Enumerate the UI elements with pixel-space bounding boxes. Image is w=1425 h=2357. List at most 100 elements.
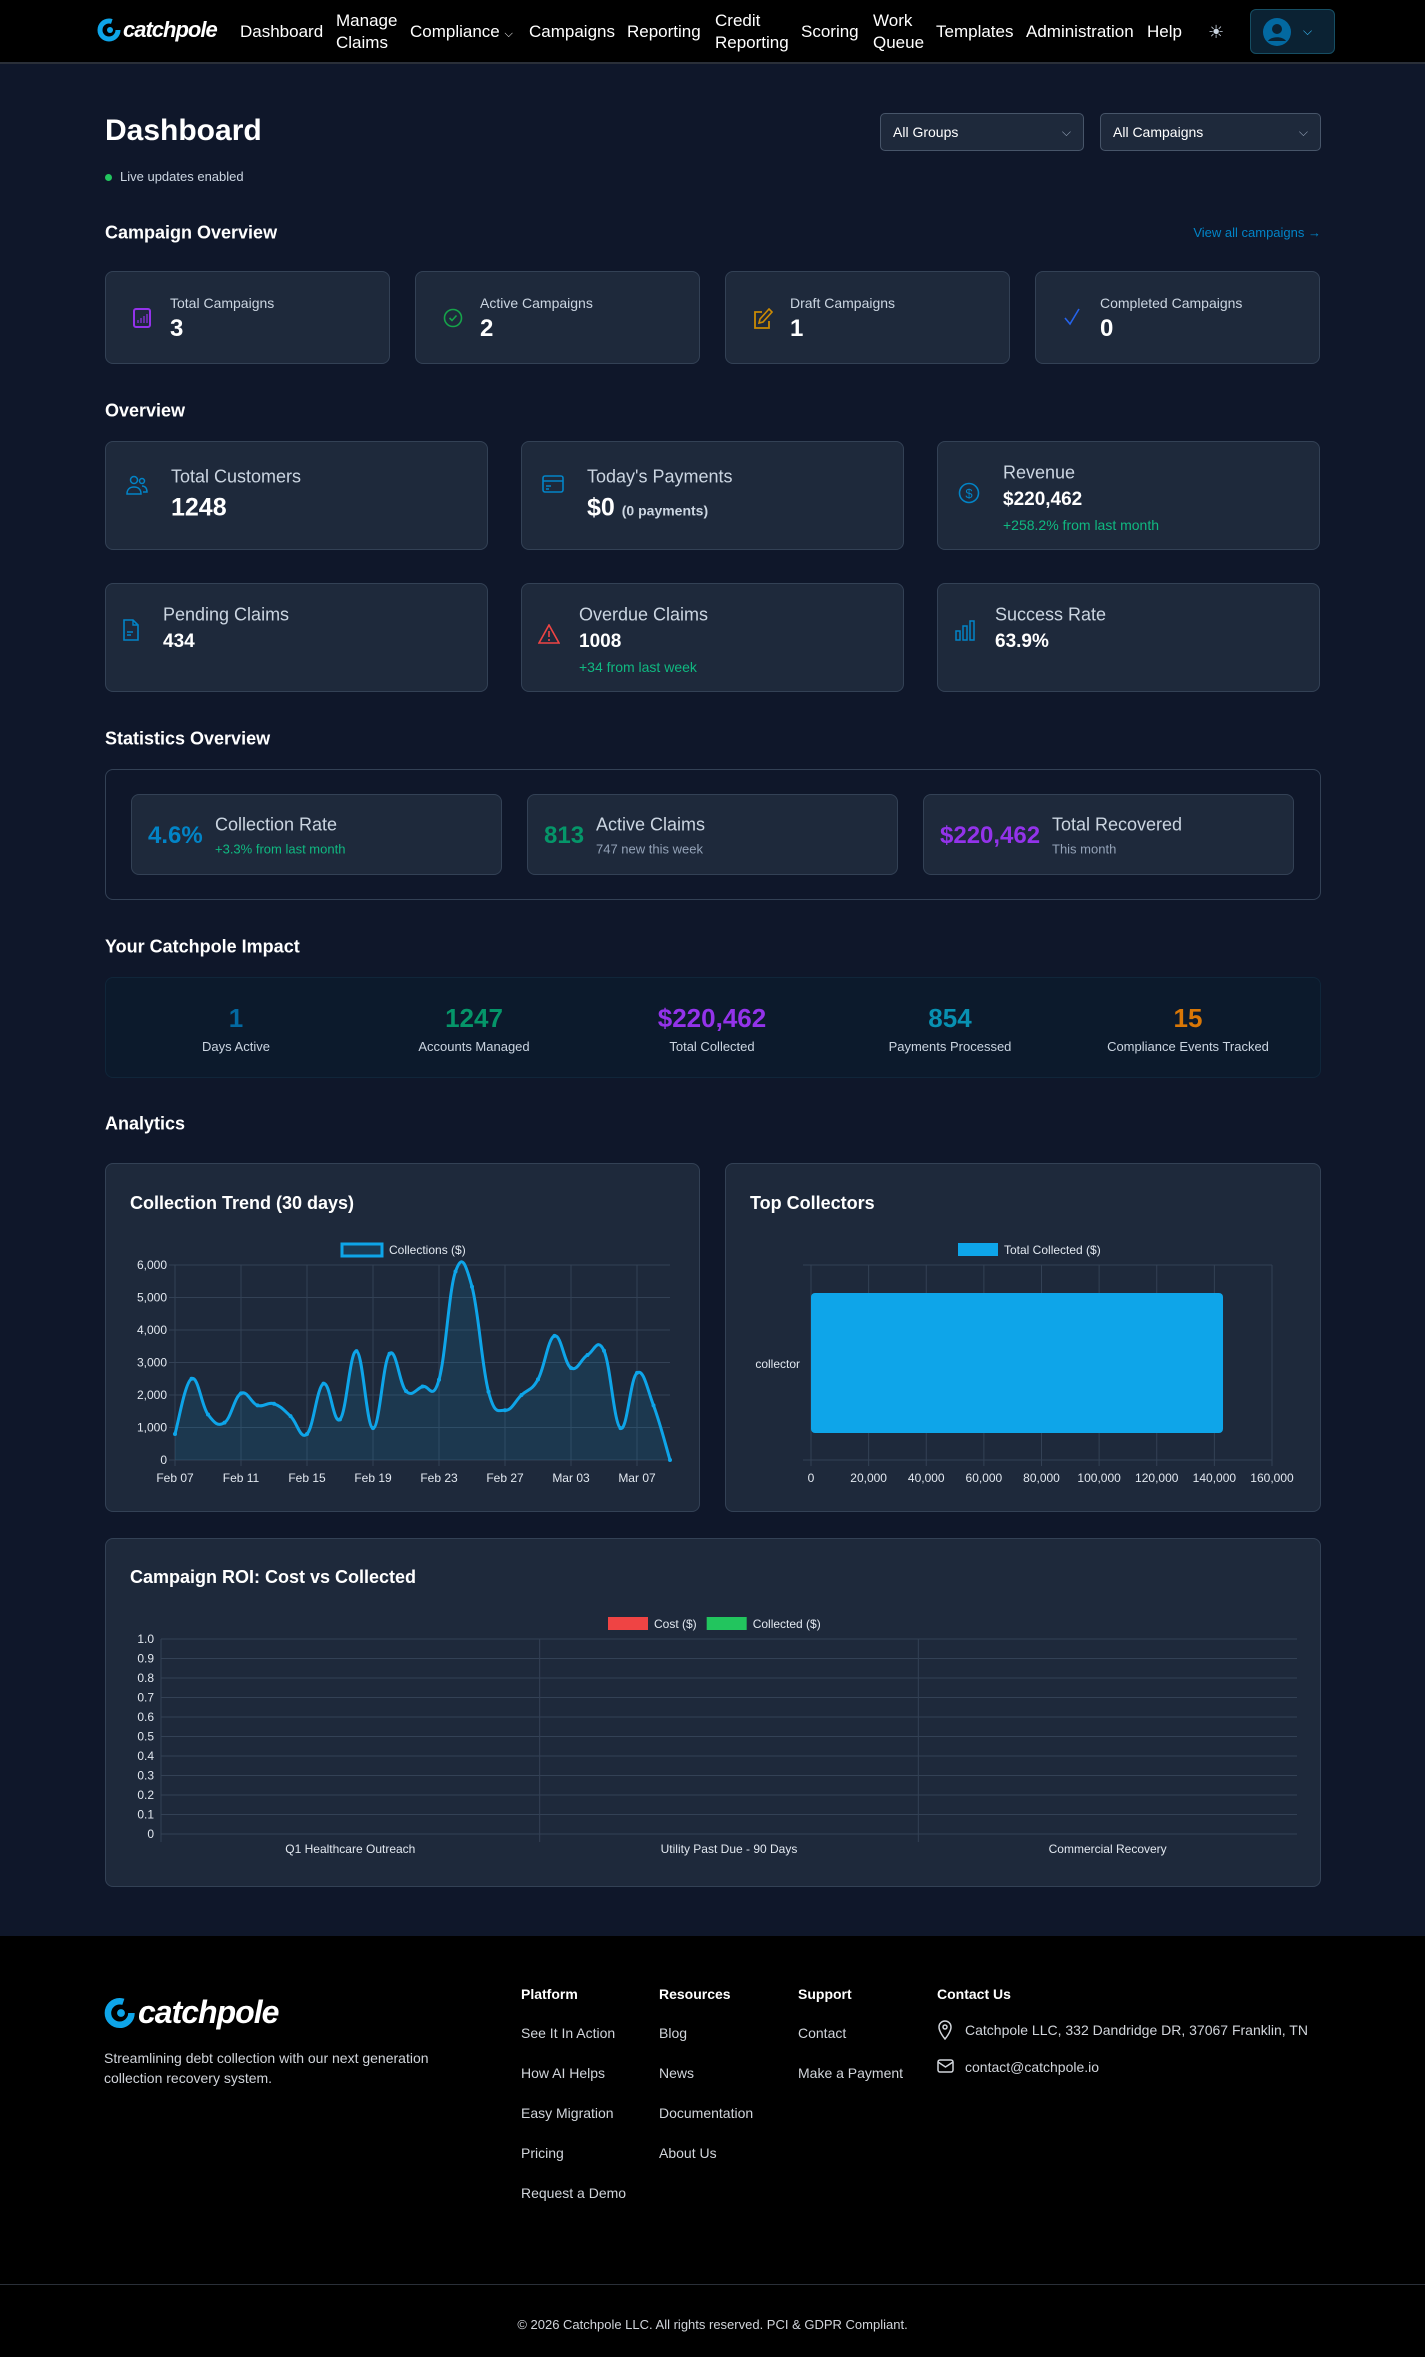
legend-swatch bbox=[958, 1243, 998, 1256]
overview-value: $0 (0 payments) bbox=[587, 494, 708, 523]
footer-link[interactable]: Request a Demo bbox=[521, 2185, 627, 2201]
footer-logo[interactable]: catchpole bbox=[104, 1994, 279, 2031]
nav-templates[interactable]: Templates bbox=[936, 22, 1014, 41]
logo-icon bbox=[97, 18, 121, 42]
nav-help[interactable]: Help bbox=[1147, 22, 1182, 41]
impact-value: $220,462 bbox=[657, 1003, 767, 1033]
brand-logo[interactable]: catchpole bbox=[97, 17, 218, 43]
overview-label: Success Rate bbox=[995, 604, 1107, 625]
footer-link[interactable]: Easy Migration bbox=[521, 2105, 614, 2121]
impact-label: Payments Processed bbox=[888, 1039, 1012, 1054]
x-category-label: Commercial Recovery bbox=[1049, 1842, 1167, 1856]
x-tick-label: 120,000 bbox=[1135, 1471, 1179, 1485]
campaign-stat-card[interactable]: Draft Campaigns 1 bbox=[725, 271, 1010, 364]
overview-value: 63.9% bbox=[995, 631, 1049, 653]
nav-compliance[interactable]: Compliance ⌵ bbox=[410, 21, 513, 45]
area-fill bbox=[175, 1261, 670, 1460]
document-icon bbox=[122, 619, 140, 646]
data-point bbox=[338, 1417, 342, 1422]
footer-link[interactable]: Contact bbox=[798, 2025, 847, 2041]
data-point bbox=[635, 1370, 639, 1375]
footer-link[interactable]: Blog bbox=[659, 2025, 688, 2041]
y-tick-label: 0.1 bbox=[137, 1808, 154, 1822]
copyright: © 2026 Catchpole LLC. All rights reserve… bbox=[517, 2317, 908, 2332]
x-tick-label: 80,000 bbox=[1023, 1471, 1060, 1485]
collection-trend-card: Collection Trend (30 days) 0 1,000 2,000 3,… bbox=[105, 1163, 700, 1512]
data-point bbox=[651, 1403, 656, 1408]
y-tick-label: 1.0 bbox=[137, 1632, 154, 1646]
value-text: 1248 bbox=[171, 493, 227, 522]
y-tick-label: 0 bbox=[147, 1827, 154, 1841]
impact-value: 1247 bbox=[445, 1003, 503, 1033]
data-point bbox=[272, 1401, 276, 1406]
nav-label: Reporting bbox=[715, 33, 789, 52]
nav-campaigns[interactable]: Campaigns bbox=[529, 22, 615, 41]
statistic-sub: 747 new this week bbox=[596, 841, 703, 857]
nav-dashboard[interactable]: Dashboard bbox=[240, 22, 324, 41]
chevron-down-icon: ⌵ bbox=[504, 28, 513, 40]
x-category-label: Utility Past Due - 90 Days bbox=[661, 1842, 798, 1856]
campaign-select[interactable]: All Campaigns ⌵ bbox=[1100, 113, 1321, 151]
footer-link[interactable]: Pricing bbox=[521, 2145, 564, 2161]
x-tick-label: Feb 27 bbox=[486, 1471, 524, 1485]
footer-link[interactable]: How AI Helps bbox=[521, 2065, 606, 2081]
overview-card: $ Revenue $220,462 +258.2% from last mon… bbox=[937, 441, 1320, 550]
x-tick-label: Mar 07 bbox=[618, 1471, 656, 1485]
nav-manage-claims[interactable]: Manage Claims bbox=[336, 10, 397, 54]
footer-link[interactable]: Make a Payment bbox=[798, 2065, 904, 2081]
campaign-stat-card[interactable]: Active Campaigns 2 bbox=[415, 271, 700, 364]
footer-link[interactable]: About Us bbox=[659, 2145, 717, 2161]
y-tick-label: 0.4 bbox=[137, 1749, 154, 1763]
user-circle-icon bbox=[1263, 17, 1291, 46]
footer-email-link[interactable]: contact@catchpole.io bbox=[965, 2059, 1100, 2075]
nav-credit-reporting[interactable]: Credit Reporting bbox=[715, 10, 789, 54]
nav-label: Queue bbox=[873, 33, 925, 52]
impact-panel bbox=[105, 977, 1321, 1078]
overview-value: 1008 bbox=[579, 631, 621, 653]
campaign-stat-card[interactable]: Completed Campaigns 0 bbox=[1035, 271, 1320, 364]
data-point bbox=[503, 1408, 507, 1413]
x-tick-label: Feb 11 bbox=[223, 1471, 260, 1485]
nav-reporting[interactable]: Reporting bbox=[627, 22, 701, 41]
nav-label: Credit bbox=[715, 11, 761, 30]
payments-count: (0 payments) bbox=[621, 502, 709, 519]
svg-text:$: $ bbox=[965, 486, 973, 501]
y-tick-label: 3,000 bbox=[137, 1356, 167, 1370]
x-tick-label: 100,000 bbox=[1077, 1471, 1121, 1485]
impact-item: 1247 Accounts Managed bbox=[355, 1003, 593, 1054]
nav-work-queue[interactable]: Work Queue bbox=[873, 10, 924, 54]
chevron-down-icon: ⌵ bbox=[1303, 24, 1313, 38]
sun-icon[interactable]: ☀ bbox=[1208, 22, 1225, 42]
y-tick-label: 4,000 bbox=[137, 1323, 167, 1337]
data-point bbox=[420, 1384, 425, 1389]
impact-label: Accounts Managed bbox=[418, 1039, 530, 1054]
footer-link[interactable]: See It In Action bbox=[521, 2025, 616, 2041]
section-title: Campaign Overview bbox=[105, 222, 278, 243]
data-point bbox=[255, 1403, 260, 1408]
overview-card: Total Customers 1248 bbox=[105, 441, 488, 550]
impact-value: 1 bbox=[228, 1003, 244, 1033]
footer-link[interactable]: News bbox=[659, 2065, 695, 2081]
chevron-down-icon: ⌵ bbox=[1061, 124, 1071, 139]
statistics-card: $220,462 Total Recovered This month bbox=[923, 794, 1294, 875]
impact-label: Days Active bbox=[202, 1039, 270, 1054]
nav-administration[interactable]: Administration bbox=[1026, 22, 1134, 41]
footer-link[interactable]: Documentation bbox=[659, 2105, 754, 2121]
user-menu-button[interactable]: ⌵ bbox=[1250, 9, 1335, 54]
logo-icon bbox=[104, 1997, 135, 2028]
stat-value: 3 bbox=[170, 315, 184, 342]
overview-value: 1248 bbox=[171, 494, 227, 523]
data-point bbox=[519, 1393, 524, 1397]
live-dot bbox=[105, 174, 112, 181]
overview-change: +34 from last week bbox=[579, 659, 697, 675]
overview-label: Pending Claims bbox=[163, 604, 290, 625]
data-point bbox=[486, 1389, 491, 1394]
data-point bbox=[305, 1432, 309, 1436]
group-select[interactable]: All Groups ⌵ bbox=[880, 113, 1084, 151]
campaign-stat-card[interactable]: Total Campaigns 3 bbox=[105, 271, 390, 364]
chevron-down-icon: ⌵ bbox=[1298, 124, 1308, 139]
view-all-campaigns-link[interactable]: View all campaigns → bbox=[1193, 225, 1321, 240]
chart-title: Collection Trend (30 days) bbox=[130, 1193, 355, 1213]
nav-scoring[interactable]: Scoring bbox=[801, 22, 859, 41]
data-point bbox=[536, 1377, 540, 1382]
